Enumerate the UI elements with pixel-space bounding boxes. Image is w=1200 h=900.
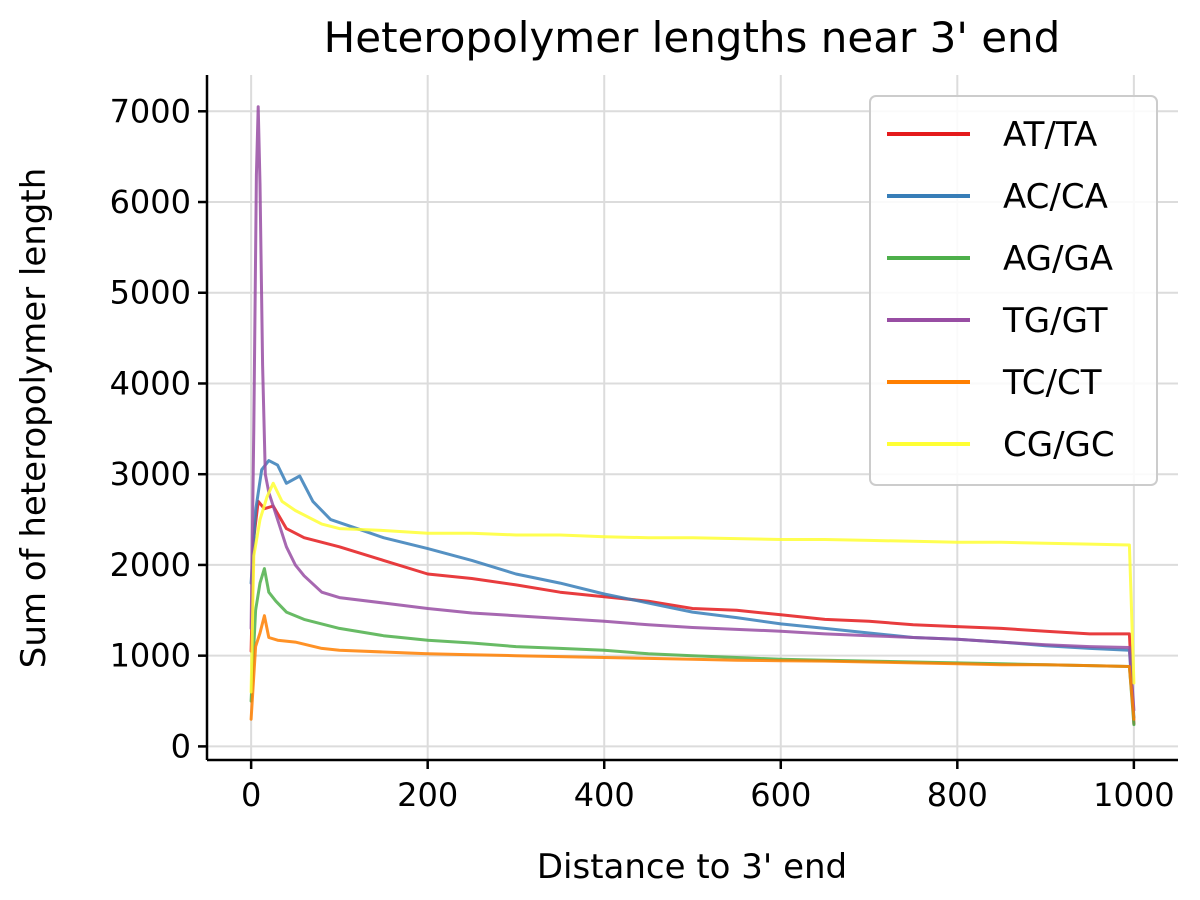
y-tick-label: 0 (171, 727, 191, 765)
legend-label: CG/GC (1003, 425, 1115, 465)
x-tick-label: 200 (397, 776, 458, 814)
x-tick-label: 400 (574, 776, 635, 814)
legend-label: TG/GT (1002, 301, 1108, 341)
axes (205, 75, 1178, 762)
y-tick-label: 7000 (110, 92, 191, 130)
y-tick-label: 4000 (110, 364, 191, 402)
legend-box (869, 95, 1158, 486)
series-lines (249, 105, 1136, 727)
series-line-4 (249, 614, 1136, 721)
y-tick-label: 5000 (110, 274, 191, 312)
y-axis-label: Sum of heteropolymer length (14, 168, 54, 669)
y-tick-label: 3000 (110, 455, 191, 493)
legend-items: AT/TA AC/CA AG/GA TG/GT TC/CT CG/GC (887, 115, 1115, 465)
legend-label: AC/CA (1003, 177, 1108, 217)
y-tick-label: 2000 (110, 546, 191, 584)
legend: AT/TA AC/CA AG/GA TG/GT TC/CT CG/GC (869, 95, 1158, 486)
series-line-3 (249, 105, 1136, 712)
x-tick-label: 0 (241, 776, 261, 814)
legend-label: AG/GA (1003, 239, 1113, 279)
x-axis-label: Distance to 3' end (537, 847, 847, 887)
series-line-5 (249, 481, 1136, 694)
x-tick-label: 800 (927, 776, 988, 814)
y-ticks: 0 1000 2000 3000 4000 5000 6000 7000 (110, 92, 207, 765)
legend-label: TC/CT (1002, 363, 1102, 403)
x-tick-label: 600 (750, 776, 811, 814)
chart-title: Heteropolymer lengths near 3' end (324, 13, 1061, 62)
series-line-0 (249, 499, 1136, 726)
series-line-2 (249, 567, 1136, 727)
y-tick-label: 6000 (110, 183, 191, 221)
legend-label: AT/TA (1003, 115, 1097, 155)
x-tick-label: 1000 (1093, 776, 1174, 814)
series-line-1 (249, 459, 1136, 719)
y-tick-label: 1000 (110, 637, 191, 675)
x-ticks: 0 200 400 600 800 1000 (241, 760, 1175, 814)
